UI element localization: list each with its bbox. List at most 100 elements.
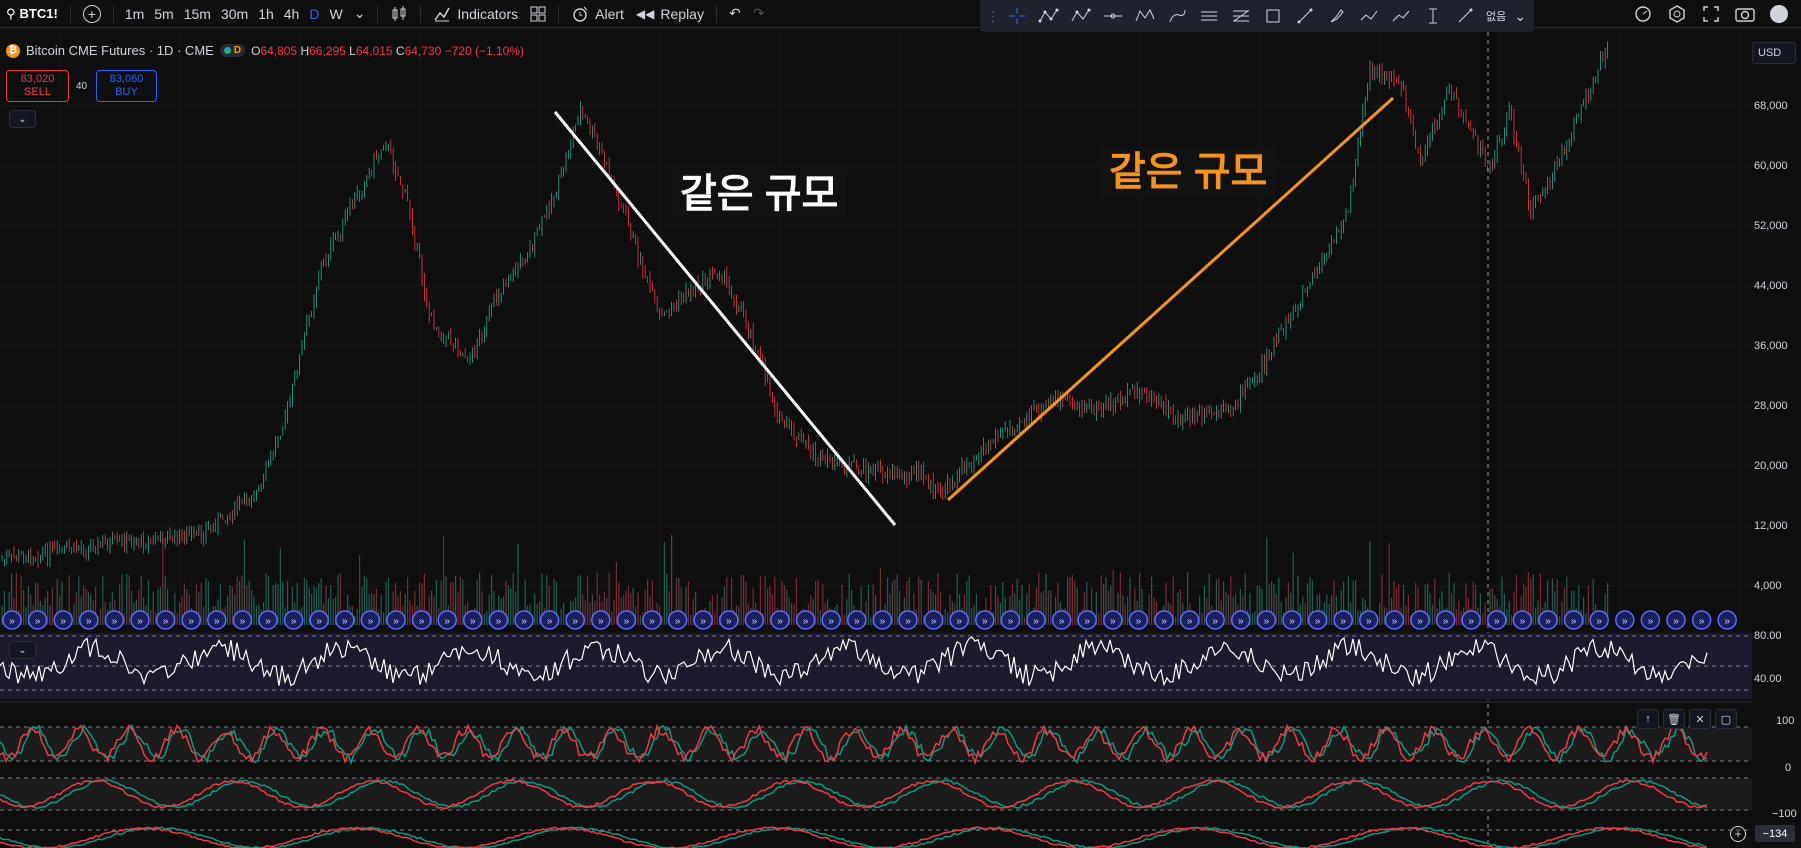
- volume-bar: [889, 593, 891, 625]
- legend-collapse-button[interactable]: ⌄: [9, 110, 36, 128]
- timeframe-1h[interactable]: 1h: [258, 5, 274, 22]
- marker-arrow: »: [112, 616, 118, 627]
- market-status-badge[interactable]: D: [219, 44, 246, 57]
- timeframe-dropdown[interactable]: ⌄: [348, 0, 372, 28]
- volume-bar: [512, 572, 514, 625]
- fullscreen-icon[interactable]: [1698, 1, 1724, 27]
- timeframe-5m[interactable]: 5m: [154, 5, 174, 22]
- timeframe-w[interactable]: W: [329, 5, 343, 22]
- delete-pane-button[interactable]: 🗑: [1663, 709, 1685, 729]
- timeframe-4h[interactable]: 4h: [283, 5, 300, 22]
- rsi-collapse-button[interactable]: ⌄: [9, 641, 36, 659]
- buy-button[interactable]: 83,060 BUY: [96, 70, 157, 102]
- sell-label: SELL: [24, 86, 51, 98]
- volume-bar: [1326, 594, 1328, 625]
- volume-bar: [783, 585, 785, 625]
- legend-title[interactable]: Bitcoin CME Futures · 1D · CME: [26, 43, 214, 58]
- volume-bar: [1086, 582, 1088, 625]
- replay-button[interactable]: ◀◀ Replay: [630, 0, 710, 28]
- redo-button[interactable]: ↷: [747, 0, 771, 28]
- maximize-icon: ▢: [1720, 713, 1732, 726]
- timeframe-30m[interactable]: 30m: [220, 5, 249, 22]
- volume-bar: [1458, 600, 1460, 625]
- highlighter-icon[interactable]: [1322, 2, 1352, 30]
- indicators-button[interactable]: Indicators: [427, 0, 524, 28]
- trend-line-orange: [946, 96, 1395, 502]
- alert-button[interactable]: Alert: [565, 0, 630, 28]
- volume-bar: [505, 580, 507, 625]
- annotation-text-orange[interactable]: 같은 규모: [1101, 148, 1276, 196]
- path-arrow-icon[interactable]: [1386, 2, 1416, 30]
- abcd-pattern-icon[interactable]: [1034, 2, 1064, 30]
- trend-line-icon[interactable]: [1290, 2, 1320, 30]
- volume-bar: [1383, 607, 1385, 625]
- symbol-search[interactable]: ⚲ BTC1!: [0, 0, 64, 28]
- price-path-icon[interactable]: [1354, 2, 1384, 30]
- marker-arrow: »: [675, 616, 681, 627]
- volume-bar: [764, 576, 766, 625]
- marker-arrow: »: [86, 616, 92, 627]
- lang-label[interactable]: 없음: [1486, 11, 1507, 23]
- add-scale-button[interactable]: +: [1730, 826, 1746, 842]
- volume-bar: [1441, 591, 1443, 625]
- text-cursor-icon[interactable]: [1418, 2, 1448, 30]
- currency-button[interactable]: USD: [1752, 42, 1796, 64]
- parallel-channel-icon[interactable]: [1194, 2, 1224, 30]
- price-chart[interactable]: » » » » » » » » » » » » » » » » » » » » » » » » » » » » » » » » » » » » » » » »…: [0, 0, 1752, 848]
- settings-gear-icon[interactable]: [1664, 1, 1690, 27]
- fib-retracement-icon[interactable]: [1226, 2, 1256, 30]
- volume-bar: [1023, 616, 1025, 625]
- user-avatar-icon[interactable]: [1766, 1, 1792, 27]
- alert-clock-icon[interactable]: [1630, 1, 1656, 27]
- timeframe-1m[interactable]: 1m: [124, 5, 145, 22]
- camera-icon[interactable]: [1732, 1, 1758, 27]
- volume-bar: [536, 603, 538, 625]
- volume-bar: [1319, 593, 1321, 625]
- marker-arrow: »: [1059, 616, 1065, 627]
- rectangle-icon[interactable]: [1258, 2, 1288, 30]
- timeframe-15m[interactable]: 15m: [183, 5, 211, 22]
- sell-button[interactable]: 83,020 SELL: [6, 70, 69, 102]
- volume-bar: [515, 591, 517, 625]
- volume-bar: [1117, 593, 1119, 625]
- volume-bar: [1460, 610, 1462, 625]
- volume-bar: [1537, 600, 1539, 625]
- volume-bar: [1148, 594, 1150, 625]
- drag-handle-icon[interactable]: ⋮: [986, 7, 1000, 24]
- volume-bar: [1503, 593, 1505, 625]
- move-up-button[interactable]: ↑: [1637, 709, 1659, 729]
- volume-bar: [1448, 572, 1450, 625]
- signal-marker: [1282, 610, 1302, 630]
- annotation-text-white[interactable]: 같은 규모: [672, 170, 847, 218]
- undo-button[interactable]: ↶: [723, 0, 747, 28]
- volume-bar: [11, 573, 13, 625]
- compare-button[interactable]: +: [77, 0, 107, 28]
- maximize-pane-button[interactable]: ▢: [1715, 709, 1737, 729]
- divider: [558, 4, 560, 23]
- volume-bar: [870, 616, 872, 625]
- volume-bar: [49, 605, 51, 625]
- volume-bar: [1506, 609, 1508, 625]
- volume-bar: [188, 594, 190, 625]
- volume-bar: [1489, 589, 1491, 625]
- crosshair-icon[interactable]: [1002, 2, 1032, 30]
- horizontal-ray-icon[interactable]: [1098, 2, 1128, 30]
- volume-bar: [279, 548, 281, 625]
- marker-arrow: »: [9, 616, 15, 627]
- chart-type-button[interactable]: [384, 0, 414, 28]
- chevron-down-icon[interactable]: ⌄: [1514, 7, 1527, 24]
- marker-arrow: »: [1392, 616, 1398, 627]
- volume-bar: [810, 595, 812, 625]
- measure-icon[interactable]: [1450, 2, 1480, 30]
- volume-bar: [462, 579, 464, 625]
- brush-icon[interactable]: [1162, 2, 1192, 30]
- collapse-pane-button[interactable]: ✕: [1689, 709, 1711, 729]
- timeframe-d[interactable]: D: [309, 5, 320, 22]
- change-value: −720 (−1.10%): [444, 43, 525, 58]
- xabcd-pattern-icon[interactable]: [1130, 2, 1160, 30]
- marker-arrow: »: [265, 616, 271, 627]
- volume-bar: [937, 573, 939, 625]
- layouts-button[interactable]: [524, 0, 552, 28]
- elliott-wave-icon[interactable]: [1066, 2, 1096, 30]
- volume-bar: [68, 575, 70, 625]
